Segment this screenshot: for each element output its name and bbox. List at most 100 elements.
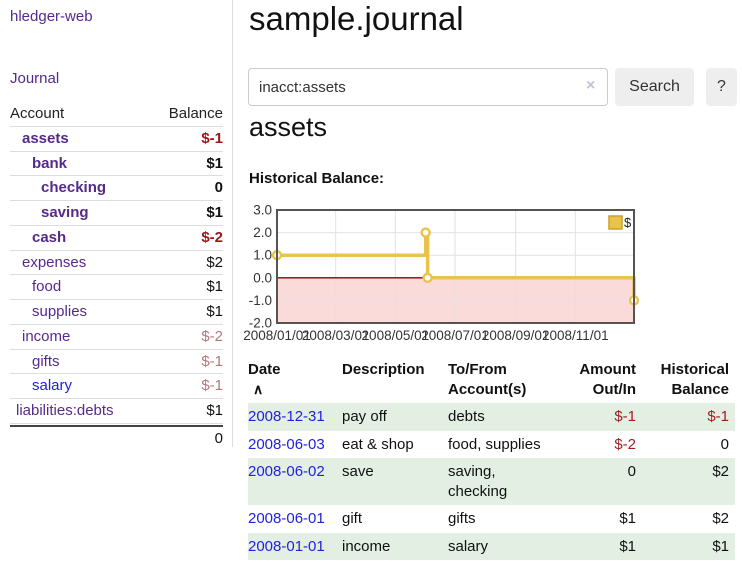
svg-text:2008/01/01: 2008/01/01 [243,328,311,343]
account-link-liabilities-debts[interactable]: liabilities:debts [16,402,114,419]
register-row: 2008-12-31 pay off debts $-1 $-1 [248,403,735,431]
account-row-expenses: expenses $2 [10,251,223,276]
account-link-assets[interactable]: assets [22,129,69,147]
balance-value: $2 [206,253,223,271]
account-row-saving: saving $1 [10,201,223,226]
transaction-date-link[interactable]: 2008-06-01 [248,510,325,527]
transaction-balance: $-1 [642,403,735,431]
account-row-gifts: gifts $-1 [10,350,223,375]
main-content: sample.journal × Search ? assets Histori… [243,0,742,582]
register-row: 2008-06-01 gift gifts $1 $2 [248,505,735,533]
svg-text:$: $ [624,215,632,230]
account-link-bank[interactable]: bank [32,154,68,172]
historical-balance-chart: 3.0 2.0 1.0 0.0 -1.0 -2.02008/01/012008/03/01… [243,203,640,343]
balance-column-header: Historical Balance [660,361,729,398]
account-link-supplies[interactable]: supplies [32,303,88,320]
transaction-balance: $2 [712,510,729,527]
svg-text:2.0: 2.0 [253,225,272,240]
transaction-accounts: salary [448,532,552,560]
search-button[interactable]: Search [615,68,694,106]
help-button[interactable]: ? [706,68,737,106]
sort-ascending-icon: ∧ [253,380,264,397]
transaction-accounts: saving, checking [448,458,552,505]
balance-value: $-1 [201,377,223,395]
transaction-accounts: food, supplies [448,435,541,453]
transaction-balance: $2 [642,458,735,505]
svg-text:0.0: 0.0 [253,270,272,285]
balance-column-header: Balance [168,105,223,122]
account-link-checking[interactable]: checking [41,179,107,197]
account-row-income: income $-2 [10,325,223,350]
transaction-amount: 0 [552,458,642,505]
account-link-food[interactable]: food [32,278,62,296]
svg-text:2008/05/01: 2008/05/01 [362,328,430,343]
balance-value: $1 [206,154,223,172]
search-input[interactable] [248,68,608,106]
account-row-liabilities-debts: liabilities:debts $1 [10,399,223,424]
account-row-checking: checking 0 [10,176,223,201]
total-balance-value: 0 [214,429,223,447]
account-row-assets: assets $-1 [10,127,223,152]
date-column-header[interactable]: Date ∧ [248,356,342,403]
transaction-balance: $1 [642,532,735,560]
account-link-gifts[interactable]: gifts [32,352,60,370]
account-link-expenses[interactable]: expenses [22,253,87,271]
amount-column-header: Amount Out/In [579,361,636,398]
account-total-row: 0 [10,424,223,450]
transaction-date-link[interactable]: 2008-12-31 [248,408,325,425]
balance-value: $1 [206,402,223,419]
balance-value: $-2 [201,228,223,246]
register-table: Date ∧ Description To/From Account(s) Amou… [248,356,735,560]
balance-value: $-1 [201,352,223,370]
transaction-amount: $-2 [614,435,636,453]
brand-link[interactable]: hledger-web [10,8,93,25]
sidebar: hledger-web Journal Account Balance asse… [0,0,233,447]
transaction-accounts: gifts [448,510,476,527]
svg-text:1.0: 1.0 [253,248,272,263]
transaction-amount: $-1 [552,403,642,431]
chart-title: Historical Balance: [249,170,385,187]
transaction-description: gift [342,510,363,527]
transaction-accounts: debts [448,403,552,431]
tofrom-column-header: To/From Account(s) [448,361,527,398]
sidebar-item-journal[interactable]: Journal [10,70,60,87]
account-row-cash: cash $-2 [10,226,223,251]
search-form: × Search ? [248,68,742,106]
page-title: sample.journal [249,0,464,37]
account-column-header: Account [10,105,65,122]
register-header-row: Date ∧ Description To/From Account(s) Amou… [248,356,735,403]
account-link-salary[interactable]: salary [32,377,73,395]
transaction-description: income [342,532,448,560]
register-row: 2008-06-03 eat & shop food, supplies $-2… [248,431,735,459]
account-row-salary: salary $-1 [10,374,223,399]
svg-text:2008/03/01: 2008/03/01 [302,328,370,343]
transaction-date-link[interactable]: 2008-06-02 [248,463,325,480]
balance-value: $-1 [201,129,223,147]
account-row-supplies: supplies $1 [10,300,223,325]
svg-text:2008/07/01: 2008/07/01 [421,328,489,343]
svg-text:-2.0: -2.0 [249,316,272,331]
transaction-amount: $1 [619,510,636,527]
clear-search-icon[interactable]: × [586,77,596,94]
transaction-date-link[interactable]: 2008-01-01 [248,537,325,555]
transaction-description: pay off [342,403,448,431]
register-row: 2008-06-02 save saving, checking 0 $2 [248,458,735,505]
account-link-cash[interactable]: cash [32,228,67,246]
account-heading: assets [249,112,328,142]
description-column-header: Description [342,361,425,378]
account-balance-table: Account Balance assets $-1 bank $1 check… [10,102,223,450]
balance-value: $1 [206,303,223,320]
register-row: 2008-01-01 income salary $1 $1 [248,532,735,560]
account-table-header: Account Balance [10,102,223,127]
balance-value: $1 [206,278,223,296]
transaction-amount: $1 [552,532,642,560]
balance-value: $1 [206,204,223,221]
account-link-income[interactable]: income [22,327,71,345]
transaction-date-link[interactable]: 2008-06-03 [248,435,325,453]
transaction-description: save [342,458,448,505]
svg-text:2008/09/01: 2008/09/01 [482,328,550,343]
account-link-saving[interactable]: saving [41,204,89,221]
account-row-bank: bank $1 [10,152,223,177]
svg-text:-1.0: -1.0 [249,293,272,308]
